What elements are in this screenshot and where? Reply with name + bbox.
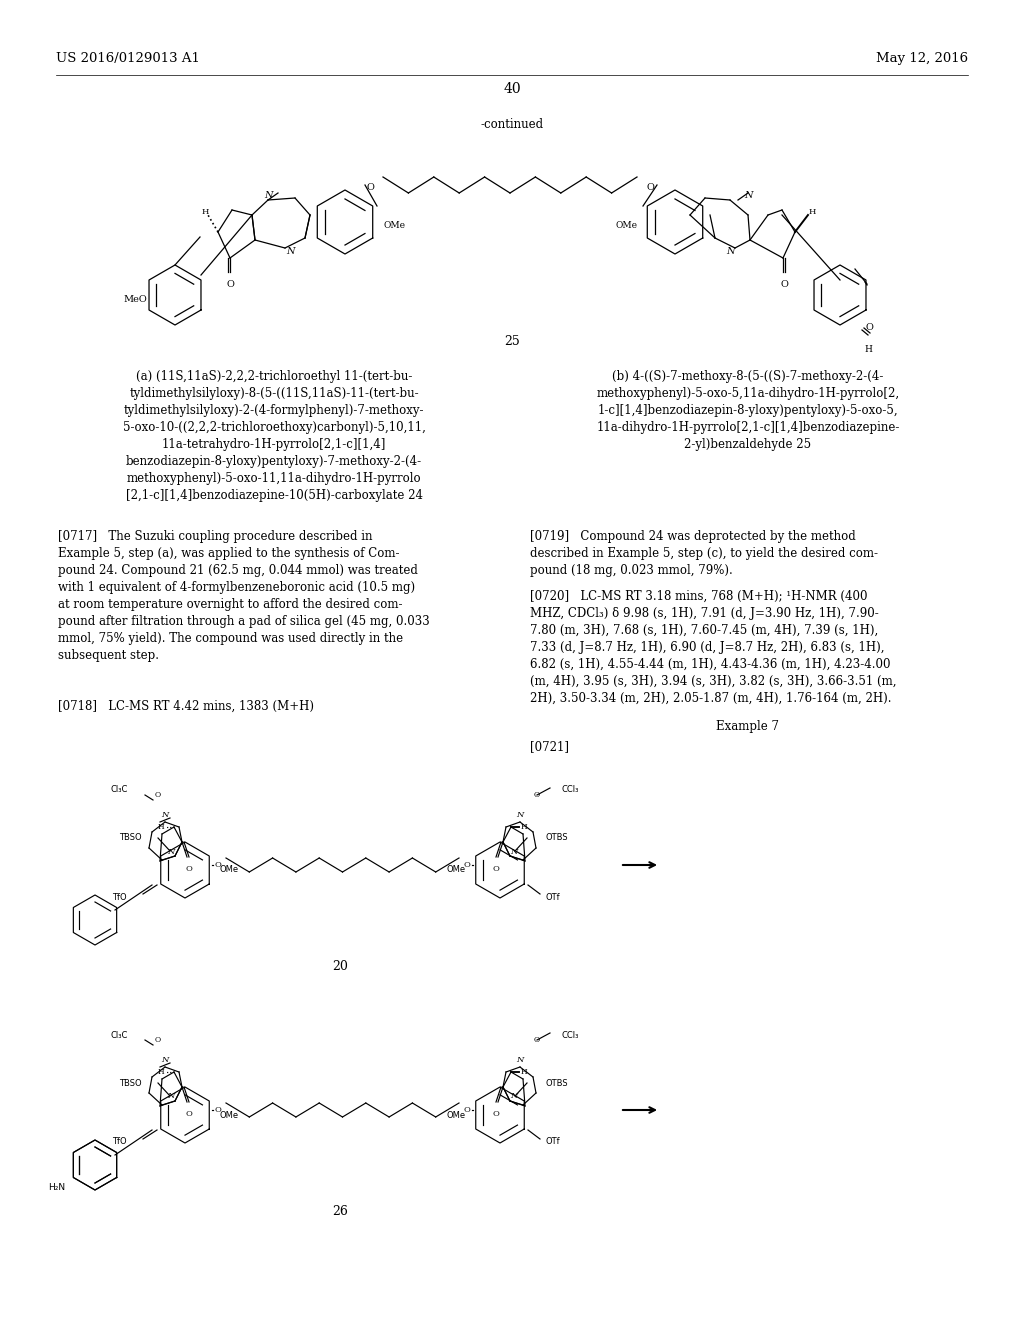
Text: OTBS: OTBS	[545, 1078, 567, 1088]
Text: Cl₃C: Cl₃C	[111, 1031, 128, 1040]
Text: [0717]   The Suzuki coupling procedure described in
Example 5, step (a), was app: [0717] The Suzuki coupling procedure des…	[58, 531, 430, 663]
Text: -continued: -continued	[480, 117, 544, 131]
Text: O: O	[534, 791, 540, 799]
Text: O: O	[493, 865, 500, 873]
Text: O: O	[464, 861, 470, 869]
Text: US 2016/0129013 A1: US 2016/0129013 A1	[56, 51, 200, 65]
Text: O: O	[226, 280, 233, 289]
Text: OMe: OMe	[446, 866, 466, 874]
Text: O: O	[464, 1106, 470, 1114]
Text: H: H	[808, 209, 816, 216]
Text: H: H	[158, 822, 164, 832]
Text: OTf: OTf	[545, 892, 560, 902]
Text: OMe: OMe	[446, 1110, 466, 1119]
Text: N: N	[167, 847, 175, 855]
Text: O: O	[534, 1036, 540, 1044]
Text: TfO: TfO	[113, 892, 127, 902]
Text: TfO: TfO	[113, 1138, 127, 1147]
Text: OMe: OMe	[219, 1110, 239, 1119]
Text: (b) 4-((S)-7-methoxy-8-(5-((S)-7-methoxy-2-(4-
methoxyphenyl)-5-oxo-5,11a-dihydr: (b) 4-((S)-7-methoxy-8-(5-((S)-7-methoxy…	[596, 370, 900, 451]
Text: H₂N: H₂N	[48, 1183, 65, 1192]
Text: H: H	[158, 1068, 164, 1076]
Text: O: O	[865, 323, 872, 333]
Text: N: N	[510, 1093, 518, 1101]
Text: TBSO: TBSO	[120, 1078, 142, 1088]
Text: N: N	[510, 847, 518, 855]
Text: OMe: OMe	[219, 866, 239, 874]
Text: N: N	[726, 248, 734, 256]
Text: H: H	[521, 822, 527, 832]
Text: N: N	[264, 191, 272, 201]
Text: OTf: OTf	[545, 1138, 560, 1147]
Text: O: O	[215, 1106, 221, 1114]
Text: 26: 26	[332, 1205, 348, 1218]
Text: MeO: MeO	[123, 296, 146, 305]
Text: N: N	[167, 1093, 175, 1101]
Text: (a) (11S,11aS)-2,2,2-trichloroethyl 11-(tert-bu-
tyldimethylsilyloxy)-8-(5-((11S: (a) (11S,11aS)-2,2,2-trichloroethyl 11-(…	[123, 370, 425, 502]
Text: Cl₃C: Cl₃C	[111, 785, 128, 795]
Text: O: O	[185, 865, 193, 873]
Text: 40: 40	[503, 82, 521, 96]
Text: 25: 25	[504, 335, 520, 348]
Text: O: O	[780, 280, 787, 289]
Text: O: O	[493, 1110, 500, 1118]
Text: Example 7: Example 7	[717, 719, 779, 733]
Text: May 12, 2016: May 12, 2016	[876, 51, 968, 65]
Text: OMe: OMe	[383, 220, 406, 230]
Text: OTBS: OTBS	[545, 833, 567, 842]
Text: O: O	[366, 183, 374, 193]
Text: N: N	[516, 810, 523, 818]
Text: H: H	[521, 1068, 527, 1076]
Text: [0718]   LC-MS RT 4.42 mins, 1383 (M+H): [0718] LC-MS RT 4.42 mins, 1383 (M+H)	[58, 700, 314, 713]
Text: CCl₃: CCl₃	[562, 785, 580, 795]
Text: O: O	[155, 1036, 161, 1044]
Text: N: N	[743, 191, 753, 201]
Text: O: O	[155, 791, 161, 799]
Text: O: O	[215, 861, 221, 869]
Text: N: N	[286, 248, 294, 256]
Text: [0721]: [0721]	[530, 741, 569, 752]
Text: N: N	[162, 1056, 169, 1064]
Text: OMe: OMe	[615, 220, 637, 230]
Text: H: H	[202, 209, 209, 216]
Text: 20: 20	[332, 960, 348, 973]
Text: [0719]   Compound 24 was deprotected by the method
described in Example 5, step : [0719] Compound 24 was deprotected by th…	[530, 531, 878, 577]
Text: [0720]   LC-MS RT 3.18 mins, 768 (M+H); ¹H-NMR (400
MHZ, CDCl₃) δ 9.98 (s, 1H), : [0720] LC-MS RT 3.18 mins, 768 (M+H); ¹H…	[530, 590, 896, 705]
Text: H: H	[864, 345, 872, 354]
Text: CCl₃: CCl₃	[562, 1031, 580, 1040]
Text: O: O	[646, 183, 654, 193]
Text: O: O	[185, 1110, 193, 1118]
Text: N: N	[516, 1056, 523, 1064]
Text: N: N	[162, 810, 169, 818]
Text: TBSO: TBSO	[120, 833, 142, 842]
